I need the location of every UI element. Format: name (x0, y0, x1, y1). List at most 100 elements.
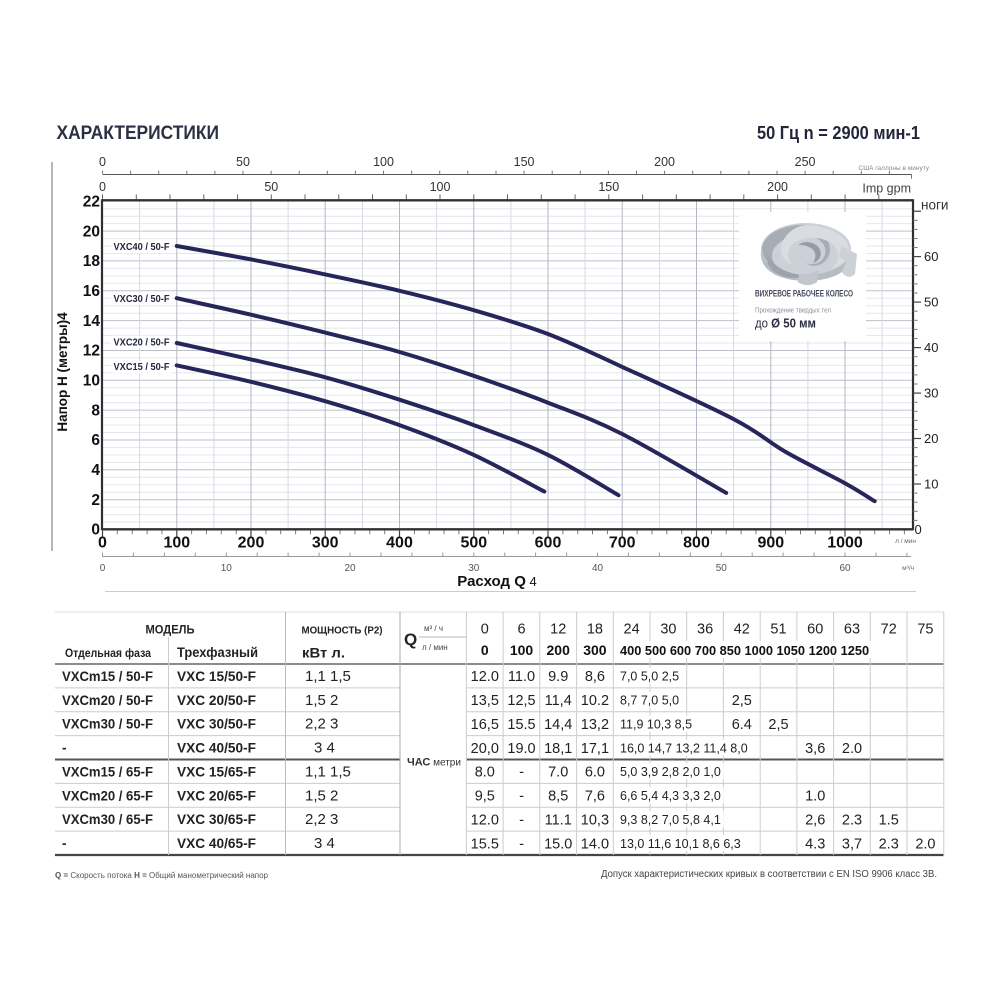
svg-text:200: 200 (547, 642, 571, 658)
svg-text:100: 100 (163, 535, 190, 552)
svg-text:до Ø 50 мм: до Ø 50 мм (755, 317, 816, 331)
svg-text:0: 0 (481, 642, 489, 658)
svg-text:ХАРАКТЕРИСТИКИ: ХАРАКТЕРИСТИКИ (57, 123, 220, 144)
svg-text:600: 600 (535, 535, 562, 552)
svg-text:3,6: 3,6 (805, 741, 825, 757)
svg-text:100: 100 (373, 155, 394, 169)
svg-text:6.4: 6.4 (732, 717, 752, 733)
svg-text:50 Гц n = 2900 мин-1: 50 Гц n = 2900 мин-1 (757, 123, 920, 143)
svg-text:14,4: 14,4 (544, 717, 572, 733)
svg-text:Расход Q 4: Расход Q 4 (457, 573, 536, 590)
svg-text:м³/ч: м³/ч (902, 565, 914, 572)
svg-text:ЧАС метри: ЧАС метри (407, 757, 461, 769)
svg-text:7,6: 7,6 (585, 789, 605, 805)
svg-text:8.0: 8.0 (475, 765, 495, 781)
svg-text:9.9: 9.9 (548, 669, 568, 685)
svg-text:7.0: 7.0 (548, 765, 568, 781)
svg-text:9,5: 9,5 (475, 789, 495, 805)
svg-text:VXC20 / 50-F: VXC20 / 50-F (114, 337, 170, 348)
svg-text:13,2: 13,2 (581, 717, 609, 733)
svg-text:-: - (519, 789, 524, 805)
svg-text:VXCm15 / 50-F: VXCm15 / 50-F (62, 669, 153, 684)
svg-text:42: 42 (734, 622, 750, 638)
svg-text:0: 0 (91, 522, 100, 539)
svg-text:Трехфазный: Трехфазный (177, 645, 258, 660)
svg-text:1000: 1000 (827, 535, 863, 552)
svg-text:5,0 3,9 2,8 2,0 1,0: 5,0 3,9 2,8 2,0 1,0 (620, 765, 721, 779)
svg-text:-: - (519, 812, 524, 828)
svg-text:Допуск характеристических крив: Допуск характеристических кривых в соотв… (601, 869, 937, 880)
svg-text:8,6: 8,6 (585, 669, 605, 685)
svg-text:2.3: 2.3 (879, 836, 899, 852)
svg-text:13,0 11,6 10,1 8,6 6,3: 13,0 11,6 10,1 8,6 6,3 (620, 837, 741, 851)
svg-text:10.2: 10.2 (581, 693, 609, 709)
svg-text:14: 14 (83, 313, 101, 330)
svg-text:12.0: 12.0 (471, 812, 499, 828)
svg-text:VXCm30 / 50-F: VXCm30 / 50-F (62, 717, 153, 732)
svg-text:18,1: 18,1 (544, 741, 572, 757)
svg-text:51: 51 (770, 622, 786, 638)
svg-text:VXC15 / 50-F: VXC15 / 50-F (114, 362, 170, 373)
svg-text:2.3: 2.3 (842, 812, 862, 828)
svg-text:VXCm20 / 50-F: VXCm20 / 50-F (62, 693, 153, 708)
svg-text:-: - (519, 836, 524, 852)
svg-text:60: 60 (924, 249, 938, 264)
svg-text:12: 12 (83, 343, 100, 360)
svg-text:20: 20 (344, 563, 356, 574)
svg-text:150: 150 (598, 180, 619, 194)
svg-text:1,5 2: 1,5 2 (305, 692, 338, 709)
svg-text:50: 50 (264, 180, 278, 194)
svg-text:VXC 20/65-F: VXC 20/65-F (177, 788, 256, 803)
svg-text:250: 250 (795, 155, 816, 169)
svg-text:19.0: 19.0 (507, 741, 535, 757)
svg-text:VXC 15/50-F: VXC 15/50-F (177, 669, 256, 684)
svg-text:30: 30 (468, 563, 480, 574)
svg-text:15.5: 15.5 (507, 717, 535, 733)
svg-text:Imp gpm: Imp gpm (862, 182, 911, 196)
svg-text:3,7: 3,7 (842, 836, 862, 852)
svg-text:США галлоны в минуту: США галлоны в минуту (859, 165, 930, 172)
svg-text:17,1: 17,1 (581, 741, 609, 757)
svg-text:1,1 1,5: 1,1 1,5 (305, 763, 351, 780)
svg-text:12,5: 12,5 (507, 693, 535, 709)
svg-text:0: 0 (98, 535, 107, 552)
svg-text:4: 4 (91, 462, 100, 479)
svg-text:10: 10 (924, 477, 938, 492)
svg-text:1,1 1,5: 1,1 1,5 (305, 668, 351, 685)
svg-text:15.0: 15.0 (544, 836, 572, 852)
svg-text:2,2 3: 2,2 3 (305, 811, 338, 828)
svg-text:м³ / ч: м³ / ч (424, 624, 443, 633)
svg-text:VXC 20/50-F: VXC 20/50-F (177, 693, 256, 708)
svg-text:50: 50 (236, 155, 250, 169)
svg-text:Прохождение твердых тел: Прохождение твердых тел (755, 306, 831, 315)
svg-text:60: 60 (807, 622, 823, 638)
svg-text:20: 20 (83, 223, 100, 240)
svg-text:11.1: 11.1 (545, 812, 572, 828)
svg-text:6: 6 (517, 622, 525, 638)
svg-text:100: 100 (430, 180, 451, 194)
svg-text:800: 800 (683, 535, 710, 552)
svg-text:12.0: 12.0 (471, 669, 499, 685)
svg-text:VXC 30/65-F: VXC 30/65-F (177, 812, 256, 827)
svg-text:36: 36 (697, 622, 713, 638)
svg-text:ВИХРЕВОЕ РАБОЧЕЕ КОЛЕСО: ВИХРЕВОЕ РАБОЧЕЕ КОЛЕСО (755, 289, 853, 299)
svg-text:МОЩНОСТЬ (P2): МОЩНОСТЬ (P2) (302, 625, 383, 637)
svg-text:7,0 5,0 2,5: 7,0 5,0 2,5 (620, 670, 679, 684)
svg-text:VXC 15/65-F: VXC 15/65-F (177, 764, 256, 779)
svg-text:500: 500 (460, 535, 487, 552)
svg-text:700: 700 (609, 535, 636, 552)
svg-text:2.0: 2.0 (915, 836, 935, 852)
svg-text:2,2 3: 2,2 3 (305, 716, 338, 733)
svg-text:-: - (62, 836, 67, 851)
svg-text:0: 0 (481, 622, 489, 638)
svg-text:2,5: 2,5 (768, 717, 788, 733)
svg-text:150: 150 (514, 155, 535, 169)
svg-text:1.5: 1.5 (879, 812, 899, 828)
svg-text:VXC 30/50-F: VXC 30/50-F (177, 717, 256, 732)
svg-text:24: 24 (624, 622, 640, 638)
svg-text:13,5: 13,5 (471, 693, 499, 709)
svg-text:40: 40 (924, 340, 938, 355)
svg-text:1,5 2: 1,5 2 (305, 787, 338, 804)
svg-text:200: 200 (238, 535, 265, 552)
svg-text:2,5: 2,5 (732, 693, 752, 709)
